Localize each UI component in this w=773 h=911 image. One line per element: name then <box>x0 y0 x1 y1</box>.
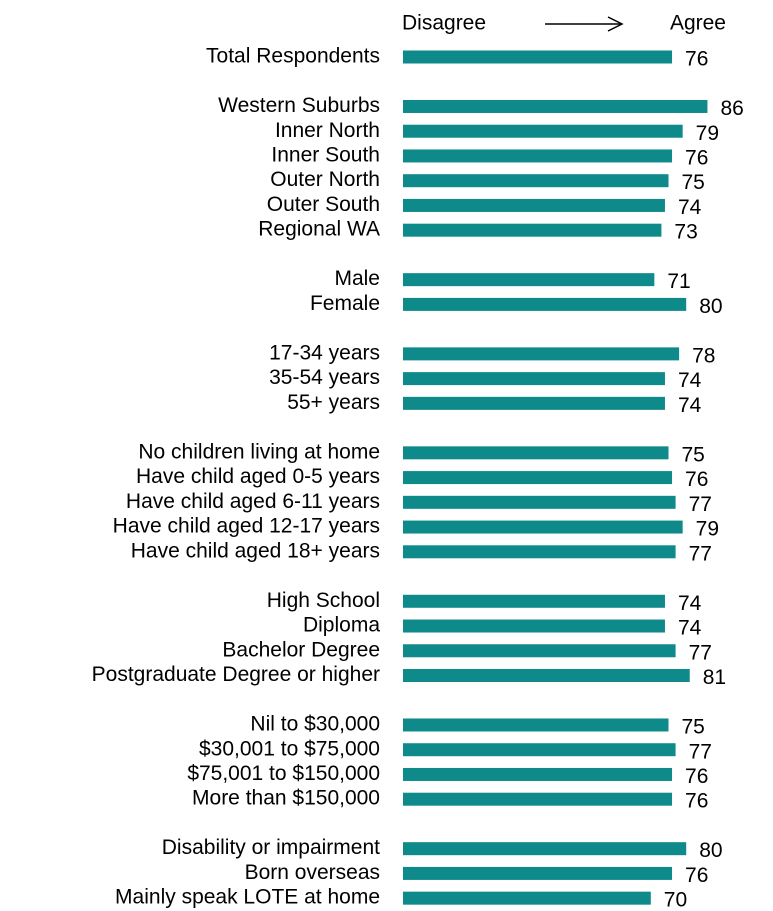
category-label: Nil to $30,000 <box>250 713 380 736</box>
value-label: 86 <box>720 97 743 120</box>
value-label: 80 <box>699 295 722 318</box>
category-label: $75,001 to $150,000 <box>187 762 380 785</box>
value-label: 76 <box>685 864 708 887</box>
bar <box>403 545 676 559</box>
category-label: Inner South <box>271 144 380 167</box>
value-label: 75 <box>682 171 705 194</box>
value-label: 78 <box>692 344 715 367</box>
value-label: 74 <box>678 394 702 417</box>
bar <box>403 866 673 880</box>
category-label: 35-54 years <box>269 366 380 389</box>
category-label: Diploma <box>303 614 380 637</box>
agree-label: Agree <box>670 12 726 35</box>
category-label: No children living at home <box>138 440 380 463</box>
category-label: Disability or impairment <box>162 836 380 859</box>
value-label: 74 <box>678 196 702 219</box>
category-label: Have child aged 12-17 years <box>113 515 380 538</box>
bar <box>403 767 673 781</box>
category-label: Outer North <box>270 168 380 191</box>
bar <box>403 174 669 188</box>
bar <box>403 619 665 633</box>
category-label: Male <box>334 267 380 290</box>
category-label: More than $150,000 <box>192 787 380 810</box>
bar <box>403 718 669 732</box>
value-label: 77 <box>689 493 712 516</box>
value-label: 79 <box>696 122 719 145</box>
value-label: 76 <box>685 147 708 170</box>
bar <box>403 124 683 138</box>
category-label: Outer South <box>267 193 380 216</box>
bar <box>403 223 662 237</box>
bar <box>403 669 690 682</box>
value-label: 74 <box>678 369 702 392</box>
value-label: 75 <box>682 716 705 739</box>
value-label: 74 <box>678 592 702 615</box>
bar <box>403 594 665 608</box>
bar <box>403 520 683 534</box>
bar <box>403 792 673 806</box>
category-label: Born overseas <box>245 861 380 884</box>
category-label: Regional WA <box>258 218 380 241</box>
value-label: 79 <box>696 518 719 541</box>
value-label: 76 <box>685 468 708 491</box>
category-label: 17-34 years <box>269 341 380 364</box>
value-label: 77 <box>689 740 712 763</box>
bar <box>403 297 687 311</box>
category-label: Postgraduate Degree or higher <box>92 663 380 686</box>
value-label: 74 <box>678 617 702 640</box>
category-label: High School <box>267 589 380 612</box>
bar <box>403 198 665 212</box>
value-label: 77 <box>689 641 712 664</box>
value-label: 70 <box>664 889 687 911</box>
bar <box>403 842 687 856</box>
bar <box>403 396 665 410</box>
category-label: 55+ years <box>287 391 380 414</box>
bar <box>403 644 676 658</box>
category-label: $30,001 to $75,000 <box>199 737 380 760</box>
value-label: 71 <box>667 270 690 293</box>
category-label: Western Suburbs <box>218 94 380 117</box>
value-label: 76 <box>685 790 708 813</box>
value-label: 76 <box>685 48 708 71</box>
bar <box>403 50 673 64</box>
value-label: 76 <box>685 765 708 788</box>
bar <box>403 99 708 113</box>
disagree-label: Disagree <box>402 12 486 35</box>
category-label: Have child aged 6-11 years <box>126 490 380 513</box>
value-label: 77 <box>689 542 712 565</box>
arrow-head <box>607 16 624 32</box>
bar <box>403 273 655 287</box>
bar <box>403 495 676 509</box>
bar <box>403 891 651 905</box>
bar <box>403 446 669 460</box>
bar <box>403 372 665 386</box>
bar <box>403 149 673 163</box>
category-label: Have child aged 0-5 years <box>136 465 380 488</box>
value-label: 75 <box>682 443 705 466</box>
value-label: 80 <box>699 839 722 862</box>
bar <box>403 743 676 757</box>
category-label: Bachelor Degree <box>222 638 380 661</box>
value-label: 81 <box>703 666 726 689</box>
category-label: Female <box>310 292 380 315</box>
bar <box>403 471 673 485</box>
category-label: Total Respondents <box>206 45 380 68</box>
value-label: 73 <box>674 221 697 244</box>
category-label: Have child aged 18+ years <box>131 539 380 562</box>
bar <box>403 347 680 361</box>
category-label: Inner North <box>275 119 380 142</box>
category-label: Mainly speak LOTE at home <box>115 886 380 909</box>
